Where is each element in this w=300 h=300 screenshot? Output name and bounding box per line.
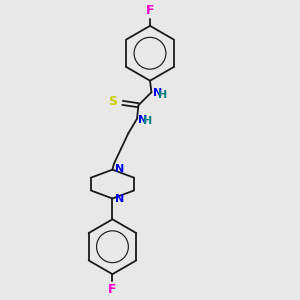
Text: H: H: [143, 116, 152, 126]
Text: S: S: [108, 95, 117, 108]
Text: N: N: [138, 115, 147, 125]
Text: N: N: [153, 88, 162, 98]
Text: N: N: [115, 194, 124, 204]
Text: F: F: [146, 4, 154, 16]
Text: N: N: [115, 164, 124, 174]
Text: F: F: [108, 284, 117, 296]
Text: H: H: [158, 90, 167, 100]
